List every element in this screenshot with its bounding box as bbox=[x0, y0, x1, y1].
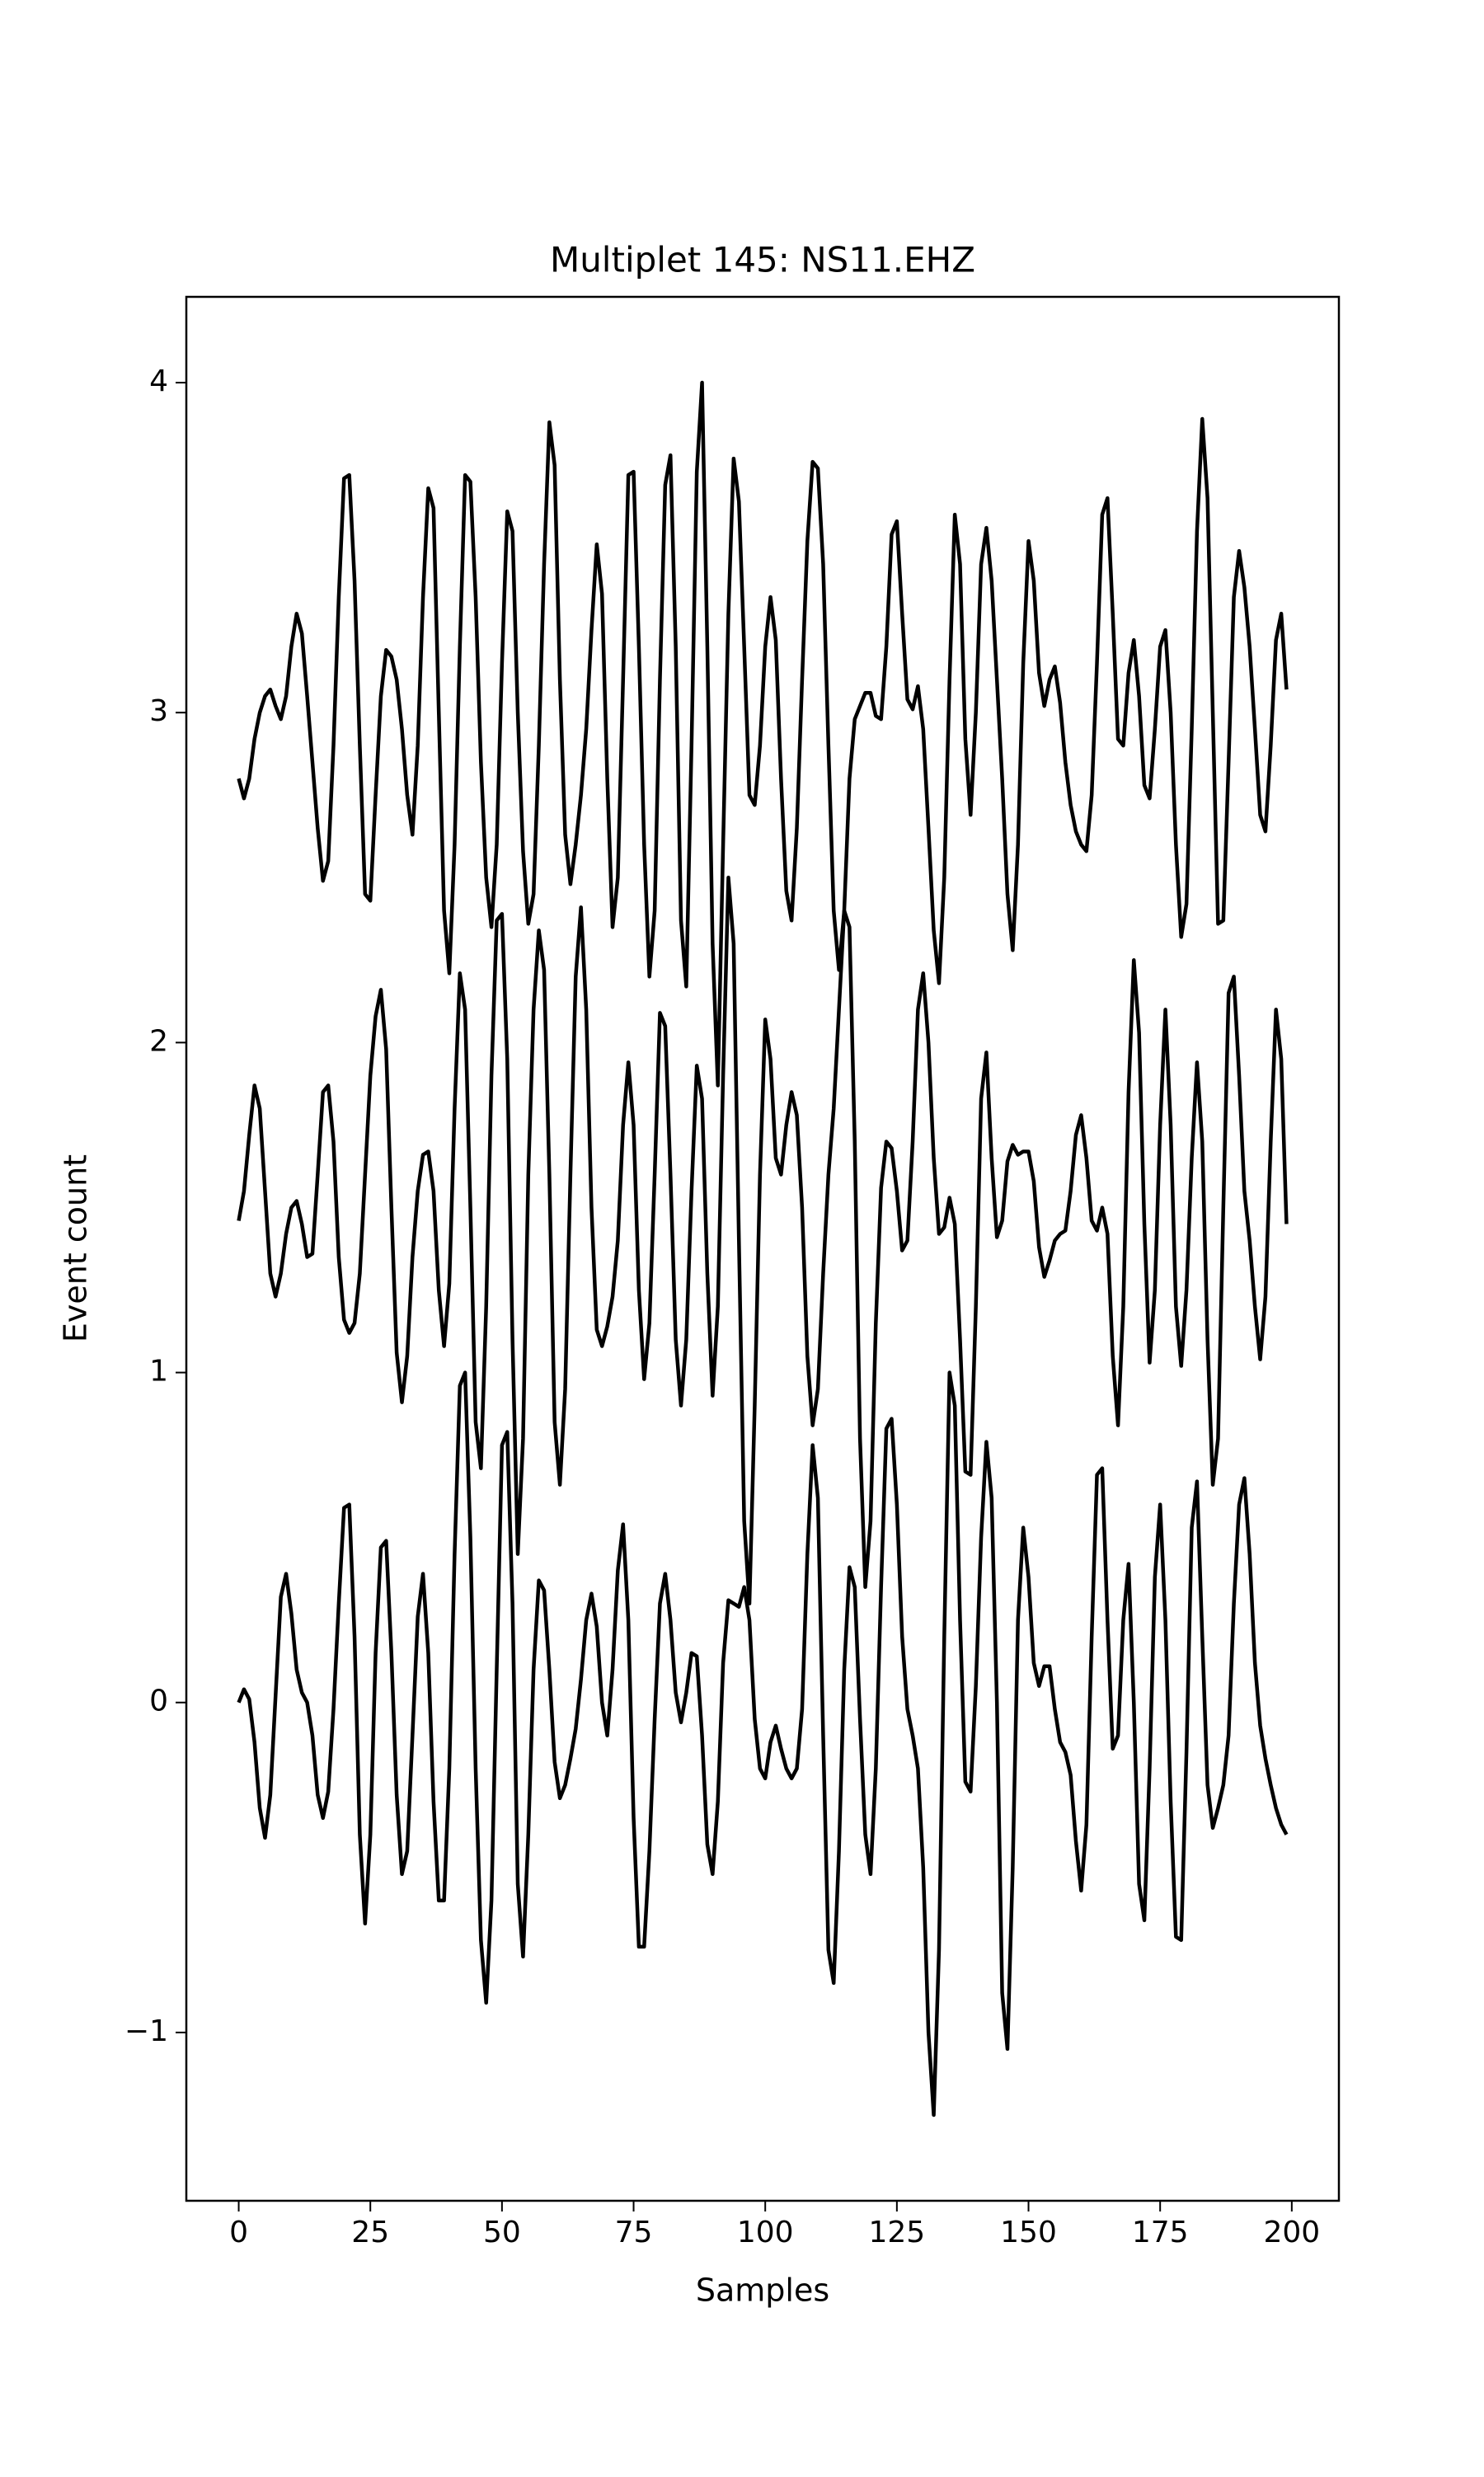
y-tick-label: 0 bbox=[149, 1685, 168, 1718]
x-tick-label: 25 bbox=[351, 2216, 389, 2249]
x-tick-label: 150 bbox=[1000, 2216, 1057, 2249]
y-tick-label: 1 bbox=[149, 1355, 168, 1389]
x-tick-label: 175 bbox=[1132, 2216, 1189, 2249]
chart-title: Multiplet 145: NS11.EHZ bbox=[550, 240, 975, 280]
y-tick-label: 4 bbox=[149, 364, 168, 398]
y-tick-label: 2 bbox=[149, 1024, 168, 1058]
x-axis-label: Samples bbox=[696, 2273, 829, 2309]
series-line bbox=[237, 1370, 1289, 2117]
y-axis-label: Event count bbox=[58, 1154, 94, 1342]
y-tick-label: −1 bbox=[124, 2014, 168, 2048]
x-tick-label: 75 bbox=[615, 2216, 653, 2249]
plot-frame bbox=[185, 295, 1341, 2202]
x-tick-label: 200 bbox=[1263, 2216, 1320, 2249]
x-tick-label: 125 bbox=[868, 2216, 925, 2249]
x-tick-label: 100 bbox=[737, 2216, 794, 2249]
series-line bbox=[237, 876, 1289, 1605]
y-tick-label: 3 bbox=[149, 694, 168, 728]
x-tick-label: 0 bbox=[229, 2216, 248, 2249]
series-line bbox=[237, 380, 1289, 1088]
x-tick-label: 50 bbox=[483, 2216, 521, 2249]
